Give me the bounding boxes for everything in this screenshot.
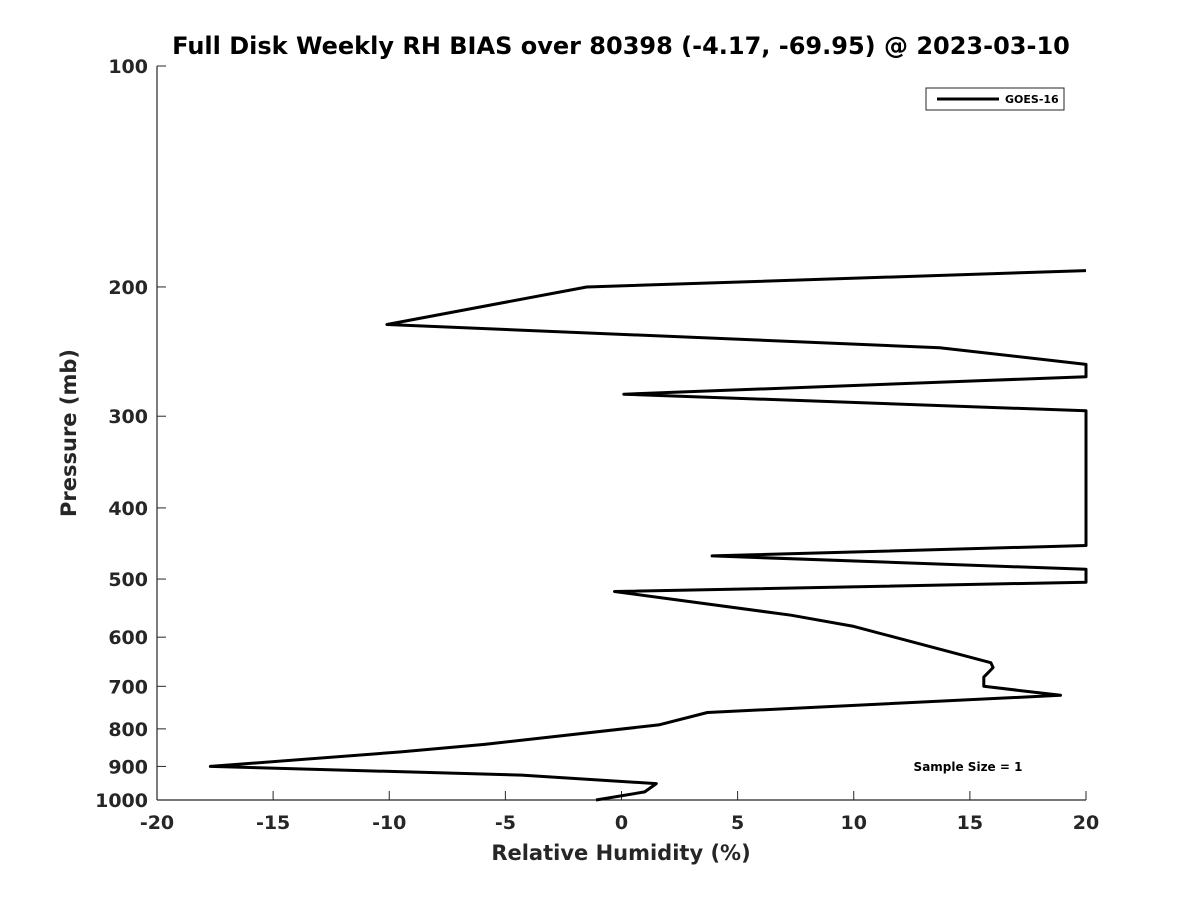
y-tick-label: 600 (108, 627, 148, 649)
x-tick-label: -10 (372, 812, 406, 834)
x-tick-label: 10 (841, 812, 867, 834)
y-tick-label: 1000 (95, 790, 148, 812)
series-line-goes-16 (208, 269, 1088, 802)
series-group (208, 269, 1088, 802)
y-tick-label: 800 (108, 719, 148, 741)
x-tick-label: 15 (957, 812, 983, 834)
chart-title: Full Disk Weekly RH BIAS over 80398 (-4.… (172, 32, 1070, 60)
legend-entry-goes16: GOES-16 (1005, 93, 1059, 106)
plot-axes (156, 66, 1086, 801)
x-axis-ticks: -20 -15 -10 -5 0 5 10 15 20 (140, 791, 1099, 834)
y-axis-label: Pressure (mb) (57, 349, 81, 517)
x-tick-label: 5 (731, 812, 744, 834)
sample-size-annotation: Sample Size = 1 (914, 760, 1023, 774)
y-tick-label: 400 (108, 498, 148, 520)
y-tick-label: 500 (108, 569, 148, 591)
y-tick-label: 100 (108, 56, 148, 78)
y-axis-ticks: 100 200 300 400 500 600 700 800 900 1000 (95, 56, 166, 812)
x-tick-label: -20 (140, 812, 174, 834)
legend: GOES-16 (925, 87, 1065, 111)
x-axis-label: Relative Humidity (%) (491, 841, 750, 865)
y-tick-label: 300 (108, 406, 148, 428)
x-tick-label: 20 (1073, 812, 1099, 834)
y-tick-label: 700 (108, 676, 148, 698)
x-tick-label: -5 (495, 812, 516, 834)
y-tick-label: 900 (108, 756, 148, 778)
x-tick-label: -15 (256, 812, 290, 834)
y-tick-label: 200 (108, 277, 148, 299)
x-tick-label: 0 (615, 812, 628, 834)
